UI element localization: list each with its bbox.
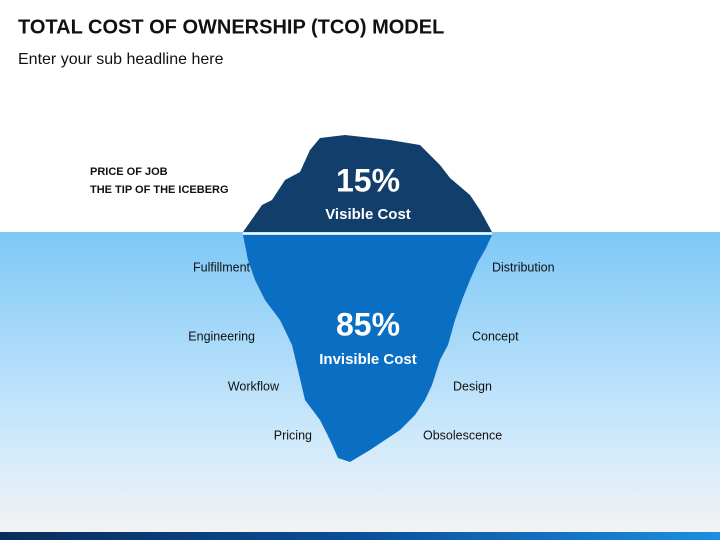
base-percent: 85%: [336, 306, 400, 342]
left-label: Engineering: [188, 329, 255, 343]
tip-caption: Visible Cost: [325, 206, 411, 223]
left-label: Workflow: [228, 379, 280, 393]
left-label: Fulfillment: [193, 260, 250, 274]
note: THE TIP OF THE ICEBERG: [90, 184, 229, 196]
footer-bar: [0, 532, 720, 540]
right-label: Concept: [472, 329, 519, 343]
subtitle: Enter your sub headline here: [18, 51, 224, 68]
iceberg-base: [243, 235, 492, 462]
left-label: Pricing: [274, 428, 312, 442]
right-label: Distribution: [492, 260, 555, 274]
iceberg-tip: [243, 135, 492, 232]
right-label: Obsolescence: [423, 428, 502, 442]
tip-percent: 15%: [336, 162, 400, 198]
note: PRICE OF JOB: [90, 166, 168, 178]
base-caption: Invisible Cost: [319, 351, 417, 368]
right-label: Design: [453, 379, 492, 393]
title: TOTAL COST OF OWNERSHIP (TCO) MODEL: [18, 16, 444, 38]
